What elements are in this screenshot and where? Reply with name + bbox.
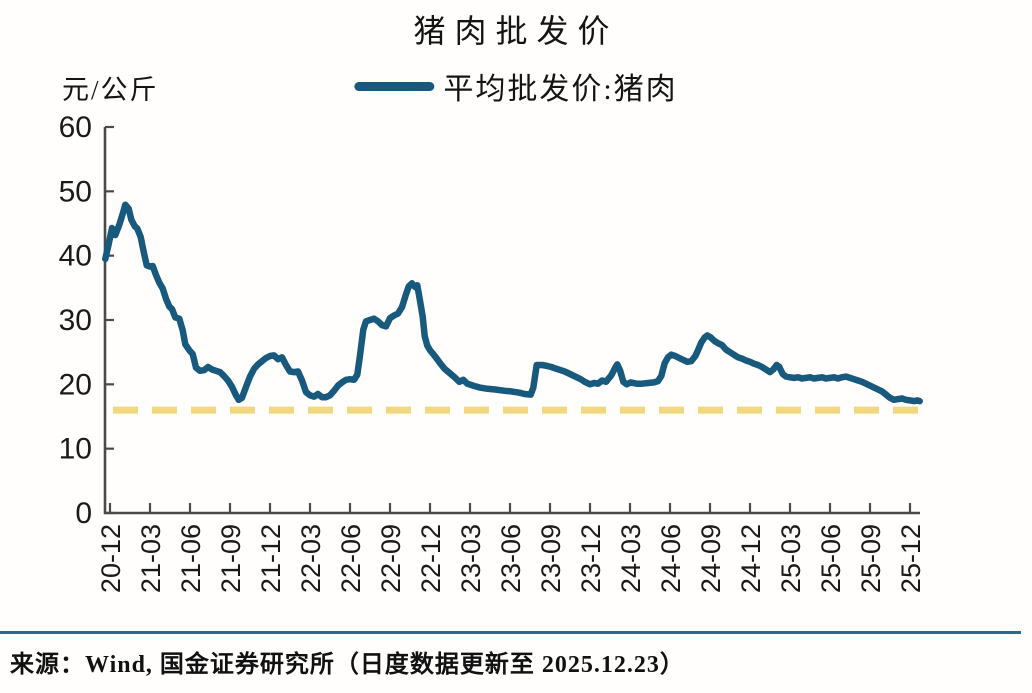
x-tick-label: 20-12 [96, 524, 126, 593]
x-tick-label: 25-06 [816, 524, 846, 593]
x-tick-label: 23-03 [456, 524, 486, 593]
axes [103, 127, 920, 515]
x-tick-label: 24-06 [656, 524, 686, 593]
x-tick-label: 21-03 [136, 524, 166, 593]
price-line [102, 201, 923, 405]
y-tick-label: 0 [75, 497, 92, 530]
x-tick-label: 22-12 [416, 524, 446, 593]
x-tick-label: 24-12 [736, 524, 766, 593]
x-tick-label: 23-09 [536, 524, 566, 593]
y-tick-label: 50 [59, 175, 92, 208]
x-tick-label: 25-09 [856, 524, 886, 593]
y-tick-label: 40 [59, 240, 92, 273]
x-tick-label: 23-06 [496, 524, 526, 593]
x-tick-label: 25-12 [896, 524, 926, 593]
source-note: 来源：Wind, 国金证券研究所（日度数据更新至 2025.12.23） [10, 652, 685, 678]
x-tick-label: 21-06 [176, 524, 206, 593]
y-tick-label: 20 [59, 368, 92, 401]
price-chart: 0 10 20 30 40 50 60 20-12 21-03 21-06 21-09 21-12 22… [59, 111, 932, 593]
x-tick-label: 22-09 [376, 524, 406, 593]
x-tick-label: 23-12 [576, 524, 606, 593]
divider-line [0, 631, 1021, 634]
legend: 平均批发价:猪肉 [354, 64, 677, 108]
legend-line-swatch [354, 81, 435, 91]
x-tick-label: 24-09 [696, 524, 726, 593]
x-tick-label: 22-03 [296, 524, 326, 593]
y-tick-label: 60 [59, 111, 92, 144]
y-tick-label: 30 [59, 304, 92, 337]
x-tick-label: 22-06 [336, 524, 366, 593]
y-axis-unit-label: 元/公斤 [62, 75, 159, 105]
legend-label: 平均批发价:猪肉 [443, 73, 678, 106]
x-tick-label: 25-03 [776, 524, 806, 593]
x-tick-label: 21-09 [216, 524, 246, 593]
chart-title: 猪肉批发价 [413, 13, 619, 49]
x-tick-label: 21-12 [256, 524, 286, 593]
y-tick-label: 10 [59, 433, 92, 466]
x-tick-label: 24-03 [616, 524, 646, 593]
